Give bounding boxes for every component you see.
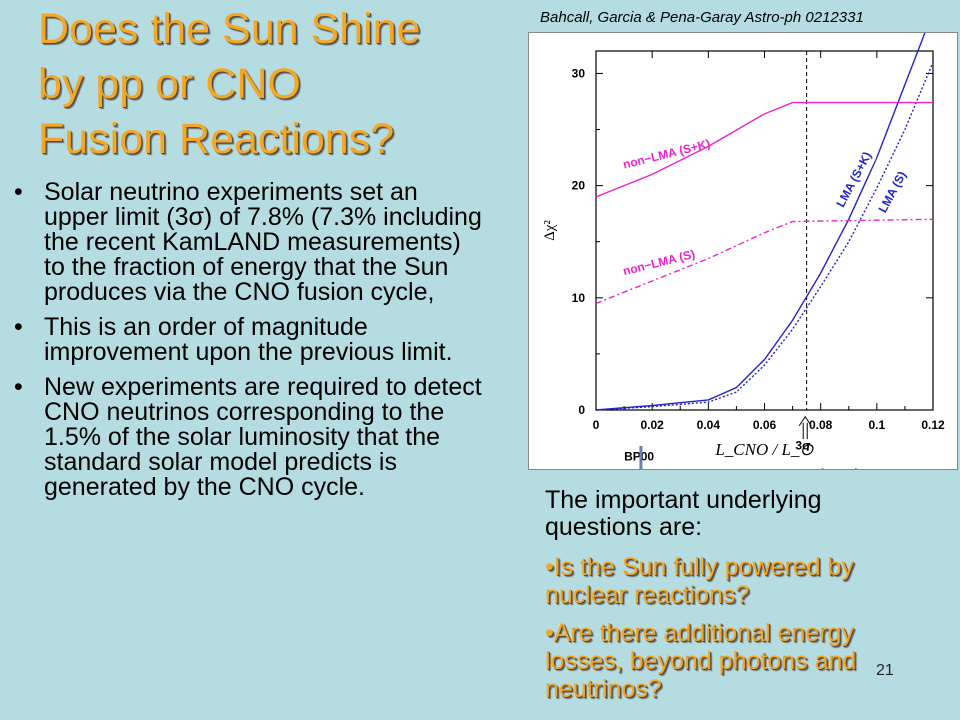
- y-axis-label: Δχ²: [542, 220, 558, 241]
- bullet-text: Solar neutrino experiments set an upper …: [44, 178, 482, 306]
- chart-annotation: LMA (S): [876, 169, 909, 215]
- x-tick-label: 0.12: [921, 418, 945, 432]
- bullet-dot-icon: •: [14, 313, 23, 341]
- x-tick-label: 0.06: [753, 418, 777, 432]
- x-tick-label: 0: [593, 418, 600, 432]
- title-line-1: Does the Sun Shine: [38, 5, 421, 53]
- bullet-item: • Solar neutrino experiments set an uppe…: [14, 180, 484, 305]
- chart-panel: 0 0.02 0.04 0.06 0.08 0.1 0.12 0 10 20 30 non−LMA (…: [528, 32, 958, 470]
- chart-annotation: BP00: [624, 449, 654, 463]
- question-item: •Is the Sun fully powered by nuclear rea…: [545, 553, 854, 609]
- bullet-text: New experiments are required to detect C…: [44, 373, 482, 501]
- slide-title: Does the Sun Shine by pp or CNO Fusion R…: [38, 2, 508, 167]
- plot-frame: [595, 50, 934, 411]
- question-item: •Are there additional energy losses, bey…: [545, 619, 857, 703]
- series-line: [595, 101, 933, 198]
- chart-annotation: 3σ: [795, 438, 810, 452]
- bullet-item: • New experiments are required to detect…: [14, 375, 484, 500]
- series-line: [595, 218, 934, 305]
- y-tick-label: 20: [572, 179, 586, 193]
- x-tick-label: 0.1: [868, 418, 885, 432]
- bullet-dot-icon: •: [14, 178, 23, 206]
- series-line: [595, 61, 934, 411]
- slide-number: 21: [876, 662, 894, 679]
- y-tick-label: 30: [572, 66, 586, 80]
- chart-annotation: non−LMA (S): [621, 247, 696, 278]
- x-tick-label: 0.08: [809, 418, 833, 432]
- questions-intro: The important underlying questions are:: [545, 486, 822, 541]
- title-line-2: by pp or CNO: [38, 60, 301, 108]
- x-tick-label: 0.04: [697, 418, 721, 432]
- y-tick-label: 0: [578, 403, 585, 417]
- bound-arrowhead-icon: [798, 415, 812, 427]
- delta-chi2-chart: 0 0.02 0.04 0.06 0.08 0.1 0.12 0 10 20 30 non−LMA (…: [542, 33, 945, 469]
- series-line: [595, 33, 926, 411]
- bullet-dot-icon: •: [14, 373, 23, 401]
- chart-annotation: non−LMA (S+K): [621, 136, 711, 171]
- x-tick-label: 0.02: [640, 418, 664, 432]
- bullet-list: • Solar neutrino experiments set an uppe…: [14, 180, 484, 510]
- x-axis-label: L_CNO / L_⊙: [714, 440, 814, 459]
- y-tick-label: 10: [572, 291, 586, 305]
- title-line-3: Fusion Reactions?: [38, 115, 395, 163]
- citation: Bahcall, Garcia & Pena-Garay Astro-ph 02…: [540, 9, 864, 26]
- chart-annotation: upper bound: [784, 466, 857, 469]
- bullet-text: This is an order of magnitude improvemen…: [44, 313, 453, 366]
- bullet-item: • This is an order of magnitude improvem…: [14, 315, 484, 365]
- chart-annotation: LMA (S+K): [833, 149, 874, 209]
